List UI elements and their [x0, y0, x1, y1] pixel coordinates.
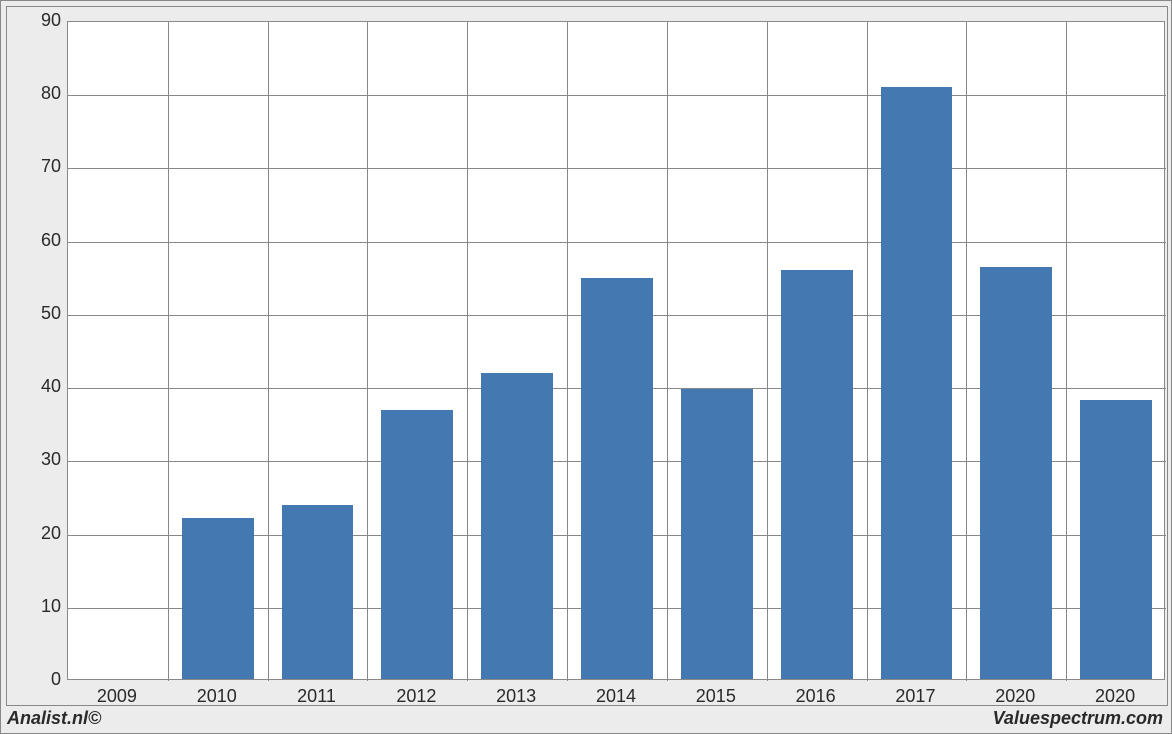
- x-tick-label: 2017: [866, 686, 966, 707]
- x-tick-label: 2010: [167, 686, 267, 707]
- x-gridline: [1066, 22, 1067, 681]
- y-tick-label: 70: [21, 156, 61, 177]
- x-gridline: [767, 22, 768, 681]
- x-tick-label: 2020: [1065, 686, 1165, 707]
- x-gridline: [268, 22, 269, 681]
- y-tick-label: 60: [21, 230, 61, 251]
- bar: [881, 87, 953, 679]
- footer-right-label: Valuespectrum.com: [993, 708, 1163, 729]
- y-gridline: [68, 168, 1166, 169]
- x-gridline: [567, 22, 568, 681]
- x-tick-label: 2014: [566, 686, 666, 707]
- x-gridline: [367, 22, 368, 681]
- footer-left-label: Analist.nl©: [7, 708, 101, 729]
- bar: [980, 267, 1052, 679]
- bar: [481, 373, 553, 679]
- x-tick-label: 2013: [466, 686, 566, 707]
- x-gridline: [467, 22, 468, 681]
- x-gridline: [867, 22, 868, 681]
- bar: [681, 389, 753, 679]
- x-gridline: [168, 22, 169, 681]
- x-tick-label: 2015: [666, 686, 766, 707]
- y-tick-label: 50: [21, 303, 61, 324]
- y-gridline: [68, 242, 1166, 243]
- bar: [1080, 400, 1152, 679]
- chart-inner-frame: 0102030405060708090200920102011201220132…: [6, 6, 1168, 706]
- y-tick-label: 30: [21, 449, 61, 470]
- y-tick-label: 0: [21, 669, 61, 690]
- bar: [581, 278, 653, 679]
- y-tick-label: 20: [21, 523, 61, 544]
- y-tick-label: 80: [21, 83, 61, 104]
- bar: [282, 505, 354, 679]
- bar: [781, 270, 853, 679]
- y-tick-label: 40: [21, 376, 61, 397]
- x-tick-label: 2012: [366, 686, 466, 707]
- y-gridline: [68, 95, 1166, 96]
- bar: [182, 518, 254, 679]
- x-gridline: [966, 22, 967, 681]
- bar: [381, 410, 453, 679]
- x-tick-label: 2009: [67, 686, 167, 707]
- y-tick-label: 90: [21, 10, 61, 31]
- x-gridline: [667, 22, 668, 681]
- plot-area: [67, 21, 1165, 680]
- x-tick-label: 2016: [766, 686, 866, 707]
- x-tick-label: 2011: [267, 686, 367, 707]
- chart-outer-frame: 0102030405060708090200920102011201220132…: [0, 0, 1172, 734]
- x-tick-label: 2020: [965, 686, 1065, 707]
- y-tick-label: 10: [21, 596, 61, 617]
